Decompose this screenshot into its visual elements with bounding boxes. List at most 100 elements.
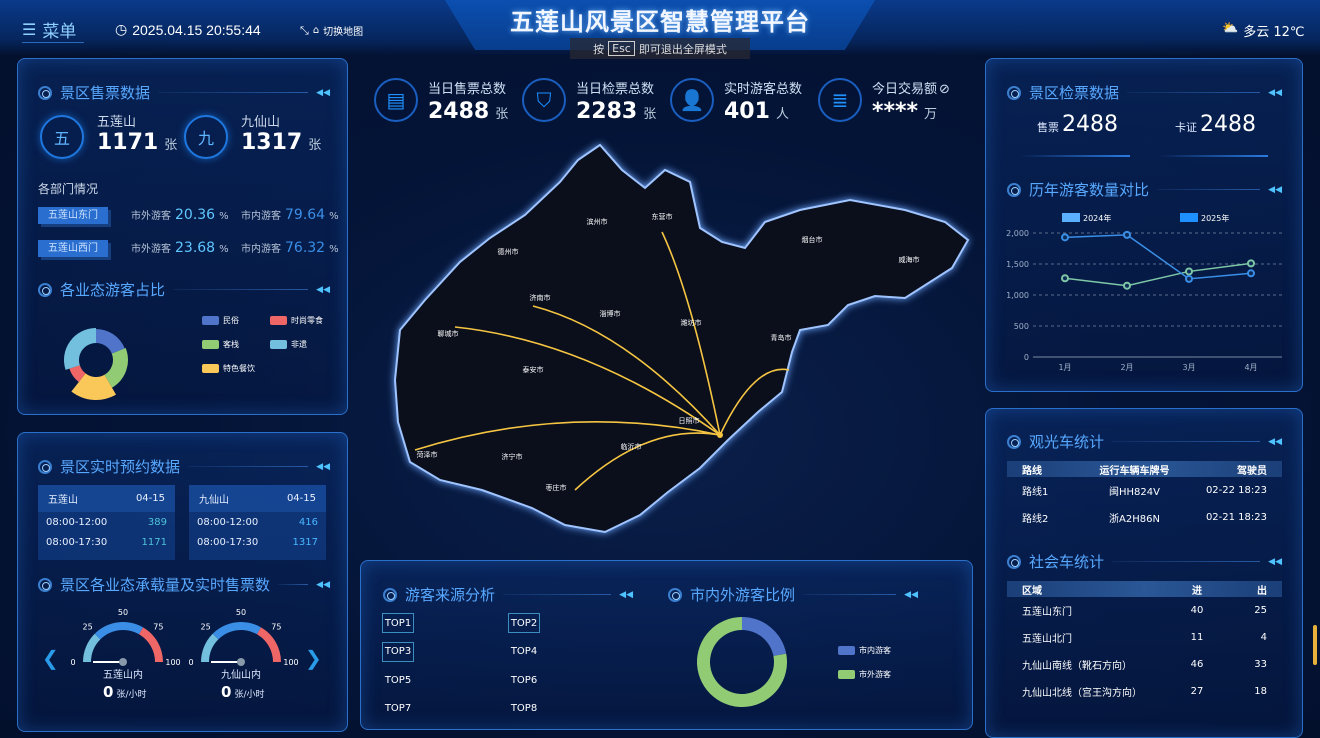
- pct-sign: %: [219, 211, 229, 222]
- table-row[interactable]: 路线2 浙A2H86N 02-21 18:23: [1007, 504, 1282, 531]
- data-point[interactable]: [1061, 233, 1069, 242]
- flow-line-东营市[interactable]: [661, 231, 721, 436]
- top-item[interactable]: TOP2: [508, 613, 540, 633]
- data-point[interactable]: [1185, 274, 1193, 283]
- table-row[interactable]: 九仙山南线（靴石方向） 46 33: [1007, 651, 1282, 678]
- sales-value: 1171: [97, 130, 159, 155]
- table-row[interactable]: 五莲山东门 40 25: [1007, 597, 1282, 624]
- city-label[interactable]: 东营市: [651, 213, 673, 221]
- city-label[interactable]: 淄博市: [599, 310, 621, 318]
- data-point[interactable]: [1123, 230, 1131, 239]
- collapse-arrow-icon[interactable]: ◀◀: [316, 461, 330, 472]
- table-row[interactable]: 路线1 闽HH824V 02-22 18:23: [1007, 477, 1282, 504]
- city-label[interactable]: 潍坊市: [680, 319, 702, 327]
- title-ring-icon: [668, 587, 682, 602]
- top-item[interactable]: TOP3: [382, 641, 414, 662]
- city-label[interactable]: 菏泽市: [416, 451, 438, 459]
- city-label[interactable]: 泰安市: [522, 366, 544, 374]
- dept-button[interactable]: 五莲山西门: [38, 240, 108, 257]
- sales-unit: 张: [164, 138, 178, 153]
- flow-line-青岛市[interactable]: [719, 368, 790, 436]
- city-label[interactable]: 济宁市: [501, 453, 523, 461]
- rose-slice-非遗[interactable]: [64, 328, 96, 370]
- collapse-arrow-icon[interactable]: ◀◀: [1268, 87, 1282, 98]
- legend-label[interactable]: 2024年: [1083, 213, 1111, 223]
- series-line-2025年: [1064, 234, 1252, 280]
- scenic-name: 九仙山: [199, 495, 229, 506]
- data-point[interactable]: [1185, 267, 1193, 276]
- pct-sign: %: [329, 211, 339, 222]
- scrollbar[interactable]: [1313, 625, 1317, 665]
- rose-slice-特色餐饮[interactable]: [71, 373, 116, 400]
- top-item[interactable]: TOP7: [384, 703, 412, 714]
- data-point[interactable]: [1123, 281, 1131, 290]
- data-point[interactable]: [1061, 274, 1069, 283]
- kpi-unit: 人: [775, 107, 789, 122]
- city-label[interactable]: 济南市: [529, 294, 551, 302]
- city-label[interactable]: 德州市: [497, 248, 519, 256]
- flow-line-济南市[interactable]: [532, 305, 721, 436]
- legend-item[interactable]: 客栈: [202, 339, 270, 350]
- shandong-flow-map[interactable]: [360, 130, 980, 550]
- collapse-arrow-icon[interactable]: ◀◀: [316, 579, 330, 590]
- city-label[interactable]: 烟台市: [801, 236, 823, 244]
- table-row[interactable]: 九仙山北线（宫王沟方向） 27 18: [1007, 678, 1282, 705]
- time-slot: 08:00-17:30: [197, 536, 259, 548]
- legend-item[interactable]: 市内游客: [838, 645, 891, 656]
- ratio-slice[interactable]: [742, 617, 787, 656]
- reservation-table: 五莲山 04-15 08:00-12:00 389 08:00-17:30 1171: [38, 485, 175, 560]
- city-label[interactable]: 滨州市: [586, 218, 608, 226]
- switch-map-button[interactable]: ⤡ ⌂ 切换地图: [300, 23, 363, 39]
- gauge-unit: 张/小时: [234, 690, 265, 700]
- table-cell: 18: [1254, 686, 1267, 697]
- next-arrow-icon[interactable]: ❯: [305, 646, 322, 670]
- dept-title: 各部门情况: [38, 182, 99, 196]
- flow-line-菏泽市[interactable]: [414, 421, 721, 451]
- rose-slice-时尚零食[interactable]: [69, 365, 86, 383]
- collapse-arrow-icon[interactable]: ◀◀: [316, 284, 330, 295]
- business-share-legend: 民俗 时尚零食客栈 非遗特色餐饮: [202, 315, 332, 374]
- data-point[interactable]: [1247, 259, 1255, 268]
- menu-button[interactable]: ☰ 菜单: [22, 17, 84, 43]
- top-item[interactable]: TOP8: [510, 703, 538, 714]
- city-label[interactable]: 枣庄市: [545, 484, 567, 492]
- collapse-arrow-icon[interactable]: ◀◀: [316, 87, 330, 98]
- rose-slice-客栈[interactable]: [104, 348, 129, 388]
- city-label[interactable]: 日照市: [678, 417, 700, 425]
- legend-item[interactable]: 民俗: [202, 315, 270, 326]
- data-point[interactable]: [1247, 269, 1255, 278]
- top-item[interactable]: TOP6: [510, 674, 538, 686]
- business-share-chart: [64, 328, 129, 400]
- flow-line-聊城市[interactable]: [454, 326, 721, 436]
- city-label[interactable]: 青岛市: [770, 334, 792, 342]
- legend-item[interactable]: 特色餐饮: [202, 363, 270, 374]
- kpi-label: 实时游客总数: [724, 78, 802, 97]
- x-tick-label: 1月: [1058, 363, 1071, 372]
- city-label[interactable]: 威海市: [898, 256, 920, 264]
- shuttle-header: 观光车统计 ◀◀: [1007, 431, 1282, 452]
- collapse-arrow-icon[interactable]: ◀◀: [1268, 436, 1282, 447]
- collapse-arrow-icon[interactable]: ◀◀: [1268, 184, 1282, 195]
- city-label[interactable]: 聊城市: [437, 330, 459, 338]
- legend-label[interactable]: 2025年: [1201, 213, 1229, 223]
- kpi-unit: 张: [495, 107, 509, 122]
- top-item[interactable]: TOP1: [382, 613, 414, 633]
- prev-arrow-icon[interactable]: ❮: [42, 646, 59, 670]
- flow-line-枣庄市[interactable]: [574, 432, 721, 491]
- collapse-arrow-icon[interactable]: ◀◀: [1268, 556, 1282, 567]
- collapse-arrow-icon[interactable]: ◀◀: [904, 589, 918, 600]
- kpi-value: 2283: [576, 99, 638, 124]
- table-header: 九仙山 04-15: [189, 485, 326, 512]
- legend-item[interactable]: 非遗: [270, 339, 332, 350]
- top-item[interactable]: TOP4: [510, 646, 538, 657]
- collapse-arrow-icon[interactable]: ◀◀: [619, 589, 633, 600]
- eye-off-icon[interactable]: ⊘: [939, 82, 950, 97]
- legend-item[interactable]: 市外游客: [838, 669, 891, 680]
- city-label[interactable]: 临沂市: [620, 443, 642, 451]
- rose-slice-民俗[interactable]: [96, 329, 125, 354]
- gauge-label: 五莲山内: [103, 670, 143, 681]
- top-item[interactable]: TOP5: [384, 674, 412, 686]
- legend-item[interactable]: 时尚零食: [270, 315, 332, 326]
- dept-button[interactable]: 五莲山东门: [38, 207, 108, 224]
- table-row[interactable]: 五莲山北门 11 4: [1007, 624, 1282, 651]
